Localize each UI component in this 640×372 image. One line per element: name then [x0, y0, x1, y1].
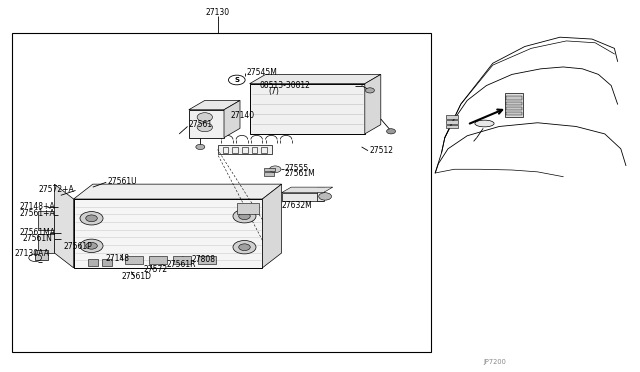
Bar: [446, 120, 458, 124]
Circle shape: [196, 144, 205, 150]
Ellipse shape: [475, 120, 494, 127]
Bar: [173, 256, 191, 264]
Bar: [261, 147, 267, 153]
Text: 27148: 27148: [106, 254, 130, 263]
Circle shape: [228, 75, 245, 85]
Bar: [446, 115, 458, 119]
Bar: [252, 147, 257, 153]
Bar: [218, 145, 272, 154]
Bar: [264, 168, 275, 171]
Bar: [189, 110, 224, 138]
Polygon shape: [365, 74, 381, 134]
Polygon shape: [189, 100, 240, 110]
Text: 27561M: 27561M: [285, 169, 316, 178]
Polygon shape: [224, 100, 240, 138]
Circle shape: [197, 113, 212, 122]
Circle shape: [80, 239, 103, 253]
Bar: [242, 147, 248, 153]
Circle shape: [233, 209, 256, 223]
Text: 27130AA: 27130AA: [14, 249, 49, 258]
Text: 27561MA: 27561MA: [19, 228, 55, 237]
Circle shape: [239, 244, 250, 251]
Polygon shape: [250, 74, 381, 84]
Bar: [237, 203, 259, 214]
Circle shape: [269, 166, 281, 173]
Bar: [506, 96, 522, 100]
Text: 27130: 27130: [205, 8, 230, 17]
Polygon shape: [262, 184, 282, 268]
Polygon shape: [282, 187, 333, 193]
Bar: [35, 250, 48, 260]
Bar: [232, 147, 238, 153]
Text: 27148+A: 27148+A: [19, 202, 55, 211]
Bar: [102, 259, 112, 266]
Bar: [282, 193, 323, 201]
Text: 27632M: 27632M: [282, 201, 312, 210]
Bar: [506, 102, 522, 105]
Text: 27572: 27572: [144, 265, 168, 274]
Text: 27561R: 27561R: [166, 260, 196, 269]
Polygon shape: [54, 184, 74, 268]
Bar: [264, 172, 274, 176]
Text: 08513-30812: 08513-30812: [259, 81, 310, 90]
Circle shape: [319, 193, 332, 200]
Bar: [125, 256, 143, 264]
Bar: [88, 259, 98, 266]
Bar: [250, 84, 365, 134]
Text: 27561D: 27561D: [122, 272, 152, 280]
Circle shape: [365, 88, 374, 93]
Circle shape: [239, 213, 250, 219]
Bar: [74, 199, 262, 268]
Text: 27545M: 27545M: [246, 68, 277, 77]
Bar: [506, 107, 522, 110]
Text: JP7200: JP7200: [483, 359, 506, 365]
Bar: [446, 125, 458, 128]
Bar: [198, 256, 216, 264]
Polygon shape: [74, 184, 282, 199]
Bar: [317, 187, 324, 201]
Circle shape: [233, 241, 256, 254]
Text: 27572+A: 27572+A: [38, 185, 74, 194]
Text: 27512: 27512: [369, 146, 393, 155]
Bar: [506, 112, 522, 115]
Text: (7): (7): [269, 87, 280, 96]
Text: 27808: 27808: [192, 255, 216, 264]
Bar: [12, 33, 431, 352]
Text: 27561: 27561: [189, 120, 213, 129]
Circle shape: [86, 215, 97, 222]
Text: 27561N: 27561N: [22, 234, 52, 243]
Text: 27140: 27140: [230, 111, 255, 120]
Bar: [223, 147, 228, 153]
Bar: [38, 234, 54, 253]
Text: S: S: [234, 77, 239, 83]
Bar: [505, 93, 523, 117]
Text: 27561+A: 27561+A: [19, 209, 55, 218]
Text: 27555: 27555: [285, 164, 309, 173]
Circle shape: [80, 212, 103, 225]
Bar: [149, 256, 167, 264]
Bar: [38, 211, 54, 230]
Circle shape: [387, 129, 396, 134]
Text: 27561P: 27561P: [64, 242, 93, 251]
Circle shape: [197, 123, 212, 132]
Circle shape: [86, 243, 97, 249]
Text: 27561U: 27561U: [108, 177, 137, 186]
